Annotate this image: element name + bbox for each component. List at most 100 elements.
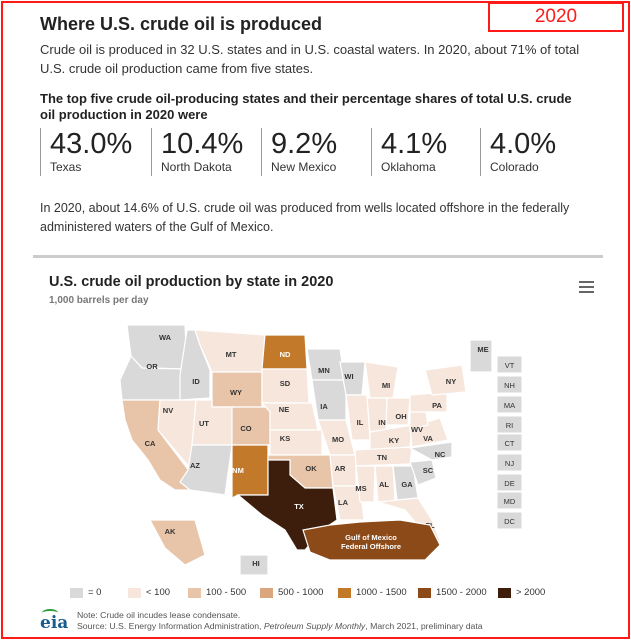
region-dc[interactable] (496, 511, 523, 530)
region-nh[interactable] (496, 375, 523, 394)
region-label-mn: MN (318, 366, 330, 375)
region-label-ri: RI (506, 421, 514, 430)
top-states-stats: 43.0% Texas 10.4% North Dakota 9.2% New … (40, 128, 600, 178)
year-label: 2020 (488, 2, 624, 32)
stat-texas: 43.0% Texas (40, 128, 132, 176)
region-vt[interactable] (496, 355, 523, 374)
region-md[interactable] (496, 491, 523, 510)
section-divider (33, 255, 603, 258)
region-label-mt: MT (226, 350, 237, 359)
chart-title: U.S. crude oil production by state in 20… (49, 274, 334, 290)
stat-state: Oklahoma (381, 160, 436, 174)
footer: eia Note: Crude oil incudes lease conden… (40, 607, 600, 633)
source-suffix: , March 2021, preliminary data (365, 621, 483, 631)
region-label-il: IL (357, 418, 364, 427)
region-label-de: DE (504, 479, 514, 488)
region-label-vt: VT (505, 361, 515, 370)
region-label-or: OR (146, 362, 158, 371)
eia-logo: eia (40, 613, 69, 633)
region-label-pa: PA (432, 401, 442, 410)
intro-text: Crude oil is produced in 32 U.S. states … (40, 42, 580, 76)
region-oh[interactable] (385, 397, 411, 426)
region-label-ct: CT (505, 439, 515, 448)
region-ms[interactable] (355, 465, 376, 503)
region-ct[interactable] (496, 433, 523, 452)
legend-swatch (498, 587, 511, 598)
hamburger-menu-icon[interactable] (579, 281, 594, 293)
footnote: Note: Crude oil incudes lease condensate… (77, 610, 241, 620)
region-label-ny: NY (446, 377, 456, 386)
legend-item[interactable]: 100 - 500 (188, 587, 246, 598)
region-ri[interactable] (496, 415, 523, 434)
region-label-hi: HI (252, 559, 260, 568)
legend-item[interactable]: < 100 (128, 587, 170, 598)
legend-item[interactable]: 1000 - 1500 (338, 587, 407, 598)
region-label-az: AZ (190, 461, 200, 470)
region-label-md: MD (504, 497, 516, 506)
legend-item[interactable]: 1500 - 2000 (418, 587, 487, 598)
region-nc[interactable] (408, 441, 453, 461)
region-ia[interactable] (311, 379, 347, 421)
legend-item[interactable]: > 2000 (498, 587, 545, 598)
stat-state: Colorado (490, 160, 539, 174)
region-label-nj: NJ (505, 459, 514, 468)
region-ne[interactable] (260, 402, 319, 431)
region-label-nd: ND (280, 350, 291, 359)
stat-state: New Mexico (271, 160, 337, 174)
region-ny[interactable] (424, 364, 467, 396)
region-label-ga: GA (401, 480, 413, 489)
legend-item[interactable]: 500 - 1000 (260, 587, 323, 598)
region-label-ut: UT (199, 419, 209, 428)
region-label-tx: TX (294, 502, 304, 511)
eia-logo-arc (42, 609, 58, 617)
region-mi[interactable] (364, 361, 399, 399)
region-mn[interactable] (306, 348, 346, 381)
region-label-ar: AR (335, 464, 346, 473)
region-label-nc: NC (435, 450, 446, 459)
region-label-wy: WY (230, 388, 242, 397)
region-label-nv: NV (163, 406, 173, 415)
region-ma[interactable] (496, 395, 523, 414)
stat-state: Texas (50, 160, 82, 174)
region-ut[interactable] (191, 399, 233, 446)
region-ks[interactable] (269, 429, 323, 456)
stat-percent: 10.4% (161, 128, 244, 160)
region-label-id: ID (192, 377, 200, 386)
region-label-ms: MS (355, 484, 366, 493)
region-label-ak: AK (165, 527, 176, 536)
region-sc[interactable] (409, 459, 437, 486)
region-label-mi: MI (382, 381, 390, 390)
legend-label: = 0 (88, 587, 102, 598)
region-gulf-of-mexico-federal-offshore[interactable] (302, 519, 441, 561)
region-ak[interactable] (148, 519, 206, 566)
region-la[interactable] (332, 485, 365, 521)
region-me[interactable] (469, 339, 493, 373)
legend-item[interactable]: = 0 (70, 587, 101, 598)
legend-label: 100 - 500 (206, 587, 247, 598)
page-title: Where U.S. crude oil is produced (40, 14, 323, 34)
region-label-ky: KY (389, 436, 399, 445)
region-label-ks: KS (280, 434, 290, 443)
region-nj[interactable] (496, 453, 523, 472)
region-de[interactable] (496, 473, 523, 492)
region-label-in: IN (378, 418, 386, 427)
region-tn[interactable] (354, 446, 413, 467)
region-label-sd: SD (280, 379, 291, 388)
legend-swatch (70, 587, 83, 598)
region-label-tn: TN (377, 453, 387, 462)
legend-label: 1000 - 1500 (356, 587, 407, 598)
region-label-nh: NH (504, 381, 515, 390)
footer-note: Note: Crude oil incudes lease condensate… (77, 610, 483, 632)
region-label-nm: NM (232, 466, 244, 475)
legend-label: > 2000 (516, 587, 546, 598)
legend-swatch (188, 587, 201, 598)
region-label-wi: WI (344, 372, 353, 381)
region-hi[interactable] (239, 554, 269, 576)
stat-percent: 9.2% (271, 128, 338, 160)
region-label-sc: SC (423, 466, 434, 475)
legend-label: 1500 - 2000 (436, 587, 487, 598)
region-label-mo: MO (332, 435, 344, 444)
legend-swatch (418, 587, 431, 598)
